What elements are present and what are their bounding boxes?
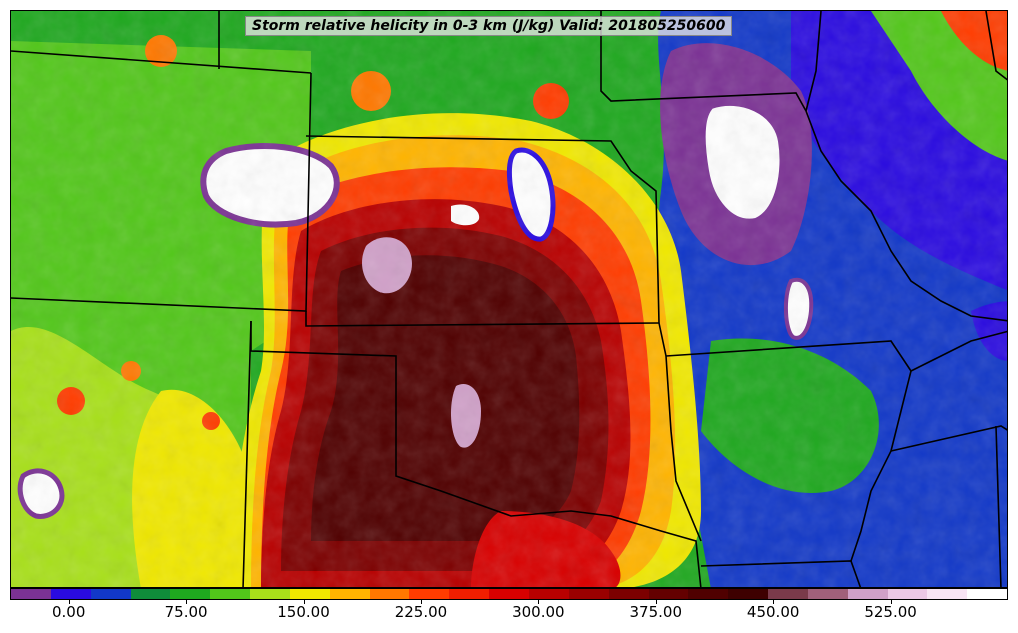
colorbar-tick bbox=[186, 600, 188, 604]
colorbar-segment bbox=[608, 589, 649, 599]
border-tn-ms bbox=[890, 425, 1007, 452]
border-ne-sd bbox=[305, 135, 660, 324]
colorbar-segment bbox=[568, 589, 609, 599]
border-ks-ne bbox=[305, 311, 660, 327]
colorbar-segment bbox=[369, 589, 410, 599]
colorbar-tick-label: 0.00 bbox=[52, 603, 86, 621]
border-mississippi bbox=[850, 370, 912, 562]
colorbar-tick bbox=[303, 600, 305, 604]
colorbar-segment bbox=[250, 589, 290, 599]
border-ks-mo bbox=[658, 322, 702, 542]
colorbar-tick bbox=[420, 600, 422, 604]
helicity-map bbox=[10, 10, 1008, 588]
border-al-ms bbox=[995, 425, 1002, 587]
colorbar-segment bbox=[528, 589, 569, 599]
colorbar-segment bbox=[967, 589, 1008, 599]
colorbar-tick bbox=[68, 600, 70, 604]
colorbar-segment bbox=[289, 589, 330, 599]
colorbar-tick-label: 225.00 bbox=[394, 603, 448, 621]
colorbar-tick-label: 375.00 bbox=[629, 603, 683, 621]
colorbar-segment bbox=[130, 589, 171, 599]
colorbar-segment bbox=[887, 589, 928, 599]
colorbar-segment bbox=[210, 589, 251, 599]
colorbar-segment bbox=[927, 589, 968, 599]
colorbar-tick-label: 75.00 bbox=[164, 603, 208, 621]
colorbar-tick-label: 300.00 bbox=[512, 603, 565, 621]
border-mn-ia bbox=[600, 11, 807, 112]
colorbar-segment bbox=[50, 589, 91, 599]
colorbar-segment bbox=[329, 589, 370, 599]
state-borders bbox=[11, 11, 1007, 587]
colorbar-tick bbox=[890, 600, 892, 604]
colorbar-segment bbox=[728, 589, 769, 599]
border-ok-tx bbox=[250, 321, 702, 587]
border-mt-wy bbox=[11, 50, 312, 74]
colorbar bbox=[10, 588, 1008, 600]
colorbar-segment bbox=[409, 589, 450, 599]
colorbar-segment bbox=[648, 589, 689, 599]
colorbar-tick bbox=[773, 600, 775, 604]
border-mi bbox=[985, 11, 1007, 81]
border-nm-tx bbox=[242, 320, 252, 587]
colorbar-segment bbox=[90, 589, 131, 599]
colorbar-segment bbox=[489, 589, 529, 599]
colorbar-segment bbox=[807, 589, 848, 599]
colorbar-segment bbox=[768, 589, 808, 599]
border-ky-tn bbox=[910, 330, 1007, 372]
colorbar-segment bbox=[170, 589, 211, 599]
map-title: Storm relative helicity in 0-3 km (J/kg)… bbox=[245, 16, 733, 36]
border-wi bbox=[805, 11, 822, 112]
colorbar-segment bbox=[847, 589, 888, 599]
colorbar-tick-label: 525.00 bbox=[864, 603, 917, 621]
colorbar-labels: 0.00 75.00 150.00 225.00 300.00 375.00 450.00 5… bbox=[10, 600, 1008, 625]
map-field bbox=[11, 11, 1007, 587]
colorbar-segment bbox=[688, 589, 729, 599]
colorbar-segment bbox=[11, 589, 51, 599]
border-ia-il bbox=[805, 110, 1007, 322]
border-mo-ar bbox=[665, 340, 912, 372]
colorbar-tick bbox=[538, 600, 540, 604]
colorbar-segment bbox=[449, 589, 490, 599]
field-texture bbox=[11, 11, 1007, 587]
colorbar-tick-label: 150.00 bbox=[277, 603, 330, 621]
colorbar-tick bbox=[655, 600, 657, 604]
colorbar-tick-label: 450.00 bbox=[746, 603, 800, 621]
